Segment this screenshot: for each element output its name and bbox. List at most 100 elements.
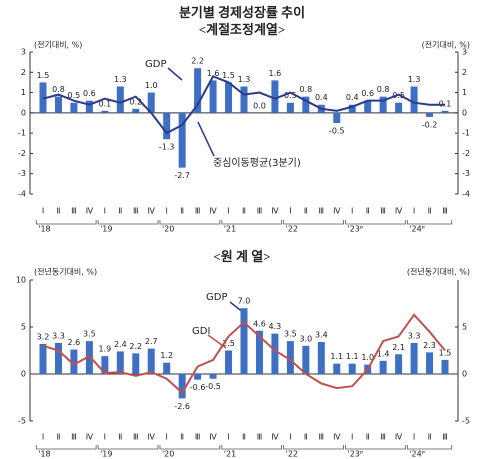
x-tick-label: Ⅰ: [166, 207, 168, 216]
x-tick-label: Ⅱ: [304, 433, 308, 442]
value-label: -0.5: [205, 382, 221, 391]
bar: [101, 110, 109, 113]
bar: [85, 100, 93, 113]
bar: [410, 342, 418, 374]
bar: [286, 341, 294, 374]
x-tick-label: Ⅱ: [56, 207, 60, 216]
year-bracket: [345, 220, 406, 225]
x-tick-label: Ⅲ: [133, 433, 139, 442]
bar: [302, 96, 310, 113]
year-bracket: [35, 220, 97, 225]
x-tick-label: Ⅱ: [242, 207, 246, 216]
bar: [240, 308, 248, 374]
x-tick-label: Ⅲ: [319, 433, 325, 442]
bar: [255, 330, 263, 374]
bar: [147, 348, 155, 374]
x-tick-label: Ⅲ: [257, 433, 263, 442]
value-label: 0.8: [52, 85, 65, 94]
value-label: 1.5: [439, 348, 452, 357]
x-tick-label: Ⅱ: [366, 433, 370, 442]
x-tick-label: Ⅰ: [104, 433, 106, 442]
value-label: 0.5: [284, 91, 297, 100]
value-label: 3.4: [315, 331, 328, 340]
annotation: GDP: [206, 292, 227, 303]
value-label: 1.3: [408, 75, 421, 84]
y2-tick-label: 0: [462, 108, 467, 117]
x-tick-label: Ⅱ: [180, 433, 184, 442]
x-tick-label: Ⅳ: [86, 433, 94, 442]
y-tick-label: -5: [18, 417, 26, 426]
x-tick-label: Ⅳ: [395, 207, 403, 216]
y-tick-label: 0: [21, 108, 26, 117]
value-label: 0.6: [83, 89, 96, 98]
bar: [379, 96, 387, 113]
y2-tick-label: 1: [462, 88, 467, 97]
bar: [54, 96, 62, 113]
year-bracket: [35, 445, 97, 450]
chart-title: 분기별 경제성장률 추이: [179, 5, 305, 20]
year-bracket: [159, 220, 221, 225]
bar: [426, 112, 434, 117]
value-label: 1.5: [222, 71, 235, 80]
value-label: 1.0: [145, 81, 158, 90]
bar: [54, 342, 62, 374]
value-label: 1.0: [361, 353, 374, 362]
bar: [348, 104, 356, 113]
bar: [286, 102, 294, 113]
bar: [225, 82, 233, 113]
x-tick-label: Ⅲ: [319, 207, 325, 216]
value-label: 2.4: [114, 340, 127, 349]
value-label: 3.5: [284, 330, 297, 339]
bar: [39, 343, 47, 374]
bar: [426, 352, 434, 374]
year-label: '18: [38, 450, 50, 459]
value-label: 2.5: [222, 339, 235, 348]
y2-tick-label: -1: [462, 129, 470, 138]
line: [42, 313, 446, 395]
y-tick-label: 10: [16, 276, 26, 285]
year-label: '19: [100, 450, 112, 459]
year-label: '19: [100, 225, 112, 234]
x-tick-label: Ⅰ: [351, 433, 353, 442]
bar: [209, 374, 217, 379]
value-label: 0.4: [346, 93, 359, 102]
chart-subtitle: <계절조정계열>: [199, 22, 286, 37]
value-label: 1.1: [330, 352, 343, 361]
value-label: 2.6: [68, 338, 81, 347]
x-tick-label: Ⅳ: [271, 433, 279, 442]
year-label: '21: [224, 225, 236, 234]
bar: [194, 68, 202, 113]
x-tick-label: Ⅳ: [271, 207, 279, 216]
x-tick-label: Ⅳ: [148, 207, 156, 216]
value-label: 0.6: [361, 89, 374, 98]
y-tick-label: 2: [21, 68, 26, 77]
x-tick-label: Ⅱ: [428, 433, 432, 442]
bar: [132, 108, 140, 113]
annotation-arrow: [167, 67, 183, 81]
x-tick-label: Ⅱ: [428, 207, 432, 216]
year-bracket: [406, 445, 453, 450]
bar: [209, 80, 217, 113]
value-label: 3.3: [408, 331, 421, 340]
bar: [410, 86, 418, 113]
year-bracket: [283, 445, 344, 450]
chart-title: <원 계 열>: [213, 249, 270, 264]
x-tick-label: Ⅰ: [104, 207, 106, 216]
x-tick-label: Ⅱ: [118, 433, 122, 442]
value-label: 0.8: [377, 85, 390, 94]
value-label: 1.2: [160, 351, 173, 360]
year-label: '24ᴾ: [409, 225, 424, 234]
x-tick-label: Ⅰ: [42, 207, 44, 216]
y2-tick-label: -5: [462, 417, 470, 426]
x-tick-label: Ⅱ: [56, 433, 60, 442]
y2-tick-label: -4: [462, 190, 470, 199]
bar: [194, 374, 202, 380]
year-label: '23ᴾ: [348, 225, 363, 234]
y-tick-label: 3: [21, 48, 26, 57]
value-label: -0.5: [329, 127, 345, 136]
x-tick-label: Ⅳ: [333, 433, 341, 442]
bar: [101, 356, 109, 374]
x-tick-label: Ⅰ: [227, 207, 229, 216]
bar: [240, 86, 248, 113]
